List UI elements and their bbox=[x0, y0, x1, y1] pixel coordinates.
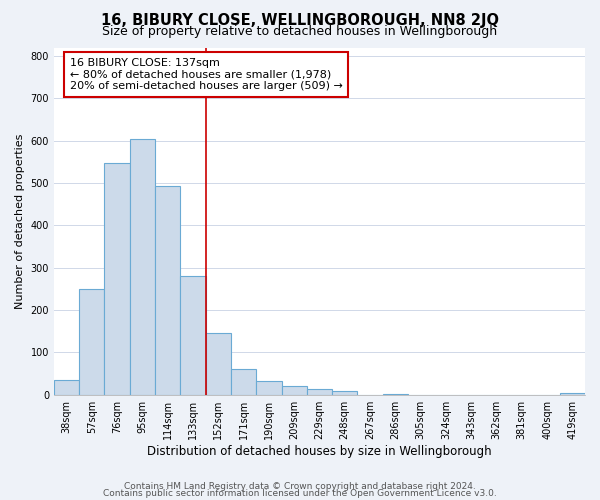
Bar bbox=[231, 370, 256, 394]
Bar bbox=[54, 380, 79, 394]
Text: 16 BIBURY CLOSE: 137sqm
← 80% of detached houses are smaller (1,978)
20% of semi: 16 BIBURY CLOSE: 137sqm ← 80% of detache… bbox=[70, 58, 343, 91]
Text: Contains HM Land Registry data © Crown copyright and database right 2024.: Contains HM Land Registry data © Crown c… bbox=[124, 482, 476, 491]
Text: Contains public sector information licensed under the Open Government Licence v3: Contains public sector information licen… bbox=[103, 490, 497, 498]
Bar bbox=[104, 162, 130, 394]
Text: 16, BIBURY CLOSE, WELLINGBOROUGH, NN8 2JQ: 16, BIBURY CLOSE, WELLINGBOROUGH, NN8 2J… bbox=[101, 12, 499, 28]
Bar bbox=[281, 386, 307, 394]
Bar bbox=[130, 138, 155, 394]
Bar bbox=[181, 276, 206, 394]
Text: Size of property relative to detached houses in Wellingborough: Size of property relative to detached ho… bbox=[103, 25, 497, 38]
Bar bbox=[256, 380, 281, 394]
Bar bbox=[79, 289, 104, 395]
Y-axis label: Number of detached properties: Number of detached properties bbox=[15, 134, 25, 309]
Bar bbox=[155, 186, 181, 394]
X-axis label: Distribution of detached houses by size in Wellingborough: Distribution of detached houses by size … bbox=[147, 444, 492, 458]
Bar bbox=[206, 334, 231, 394]
Bar bbox=[307, 389, 332, 394]
Bar bbox=[332, 392, 358, 394]
